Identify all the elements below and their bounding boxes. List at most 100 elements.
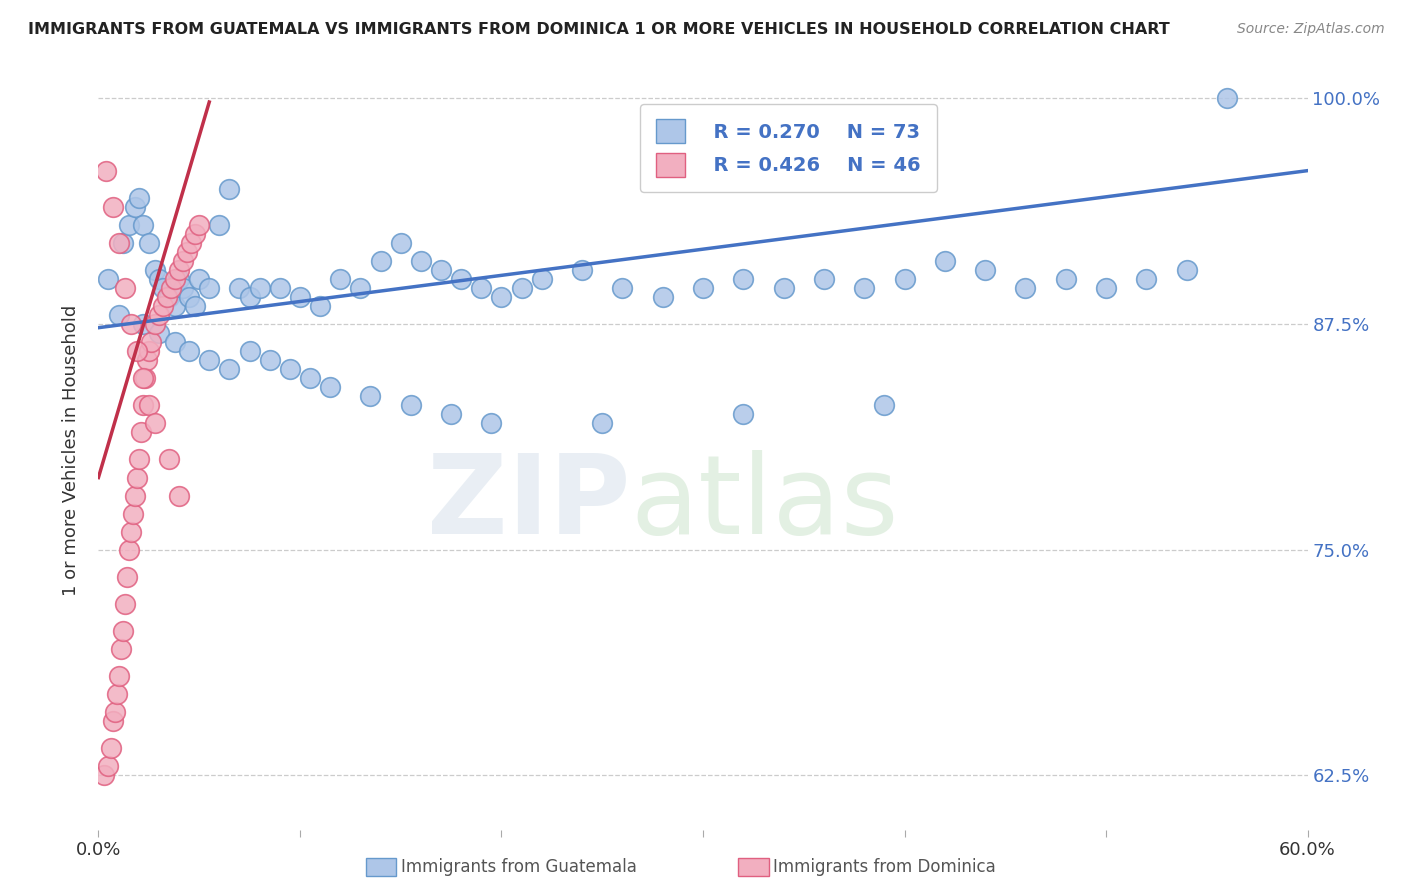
Point (269, 281, 291, 295)
Point (772, 281, 794, 295)
Point (1135, 272, 1157, 286)
Point (111, 235, 134, 250)
Point (591, 417, 613, 431)
Point (101, 200, 124, 214)
Point (148, 308, 170, 322)
Point (148, 326, 170, 340)
Point (612, 281, 634, 295)
Point (107, 235, 129, 250)
Point (132, 218, 155, 232)
Point (114, 597, 136, 611)
Point (132, 371, 155, 385)
Point (172, 253, 194, 268)
Point (278, 362, 301, 376)
Point (370, 253, 392, 268)
Point (121, 507, 143, 521)
Point (125, 470, 148, 484)
Text: Immigrants from Dominica: Immigrants from Dominica (773, 858, 995, 876)
Point (120, 317, 142, 331)
Point (733, 408, 755, 422)
Point (167, 489, 190, 503)
Point (148, 272, 170, 286)
Point (450, 272, 472, 286)
Point (179, 290, 201, 304)
Point (893, 272, 915, 286)
Point (1175, 263, 1198, 277)
Point (124, 200, 146, 214)
Point (167, 263, 190, 277)
Point (470, 281, 492, 295)
Point (228, 281, 250, 295)
Point (510, 281, 533, 295)
Point (125, 344, 148, 359)
Point (249, 281, 271, 295)
Point (176, 244, 198, 259)
Point (651, 290, 673, 304)
Point (118, 218, 141, 232)
Point (349, 281, 371, 295)
Point (138, 398, 160, 412)
Point (399, 398, 422, 412)
Point (100, 741, 122, 756)
Point (134, 371, 156, 385)
Point (128, 191, 150, 205)
Point (101, 714, 124, 729)
Point (118, 542, 141, 557)
Point (733, 272, 755, 286)
Point (179, 344, 201, 359)
Point (110, 642, 132, 657)
Point (259, 353, 281, 368)
Point (115, 570, 138, 584)
Point (139, 335, 162, 350)
Text: Source: ZipAtlas.com: Source: ZipAtlas.com (1237, 22, 1385, 37)
Point (96, 163, 118, 178)
Point (143, 417, 166, 431)
Point (103, 705, 125, 719)
Text: Immigrants from Guatemala: Immigrants from Guatemala (401, 858, 637, 876)
Point (813, 272, 835, 286)
Point (239, 344, 262, 359)
Point (163, 335, 186, 350)
Point (1216, 91, 1239, 105)
Point (105, 687, 128, 701)
Point (481, 417, 503, 431)
Point (409, 253, 432, 268)
Point (430, 263, 453, 277)
Point (143, 263, 166, 277)
Point (329, 272, 352, 286)
Point (974, 263, 997, 277)
Point (97, 272, 120, 286)
Point (172, 281, 194, 295)
Point (138, 344, 160, 359)
Point (309, 299, 332, 313)
Point (135, 353, 157, 368)
Point (389, 235, 412, 250)
Point (93, 768, 115, 782)
Point (873, 398, 896, 412)
Y-axis label: 1 or more Vehicles in Household: 1 or more Vehicles in Household (62, 305, 80, 596)
Point (1014, 281, 1036, 295)
Point (1095, 281, 1118, 295)
Point (132, 317, 155, 331)
Text: atlas: atlas (630, 450, 898, 557)
Point (530, 272, 553, 286)
Point (107, 308, 129, 322)
Point (239, 290, 262, 304)
Text: ZIP: ZIP (427, 450, 630, 557)
Text: IMMIGRANTS FROM GUATEMALA VS IMMIGRANTS FROM DOMINICA 1 OR MORE VEHICLES IN HOUS: IMMIGRANTS FROM GUATEMALA VS IMMIGRANTS … (28, 22, 1170, 37)
Point (288, 290, 311, 304)
Point (198, 353, 221, 368)
Point (120, 524, 142, 539)
Point (143, 317, 166, 331)
Point (180, 235, 202, 250)
Point (198, 281, 221, 295)
Point (124, 489, 146, 503)
Point (1054, 272, 1077, 286)
Point (299, 371, 322, 385)
Point (208, 218, 231, 232)
Point (114, 281, 136, 295)
Point (571, 263, 593, 277)
Legend:   R = 0.270    N = 73,   R = 0.426    N = 46: R = 0.270 N = 73, R = 0.426 N = 46 (640, 103, 936, 192)
Point (97, 759, 120, 773)
Point (360, 389, 382, 403)
